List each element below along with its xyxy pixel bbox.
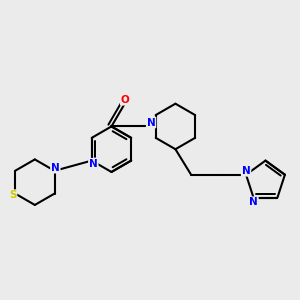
Text: S: S [9, 190, 16, 200]
Text: N: N [89, 159, 98, 169]
Text: N: N [249, 197, 258, 207]
Text: O: O [121, 95, 130, 105]
Text: N: N [242, 166, 250, 176]
Text: N: N [147, 118, 155, 128]
Text: N: N [51, 163, 60, 173]
